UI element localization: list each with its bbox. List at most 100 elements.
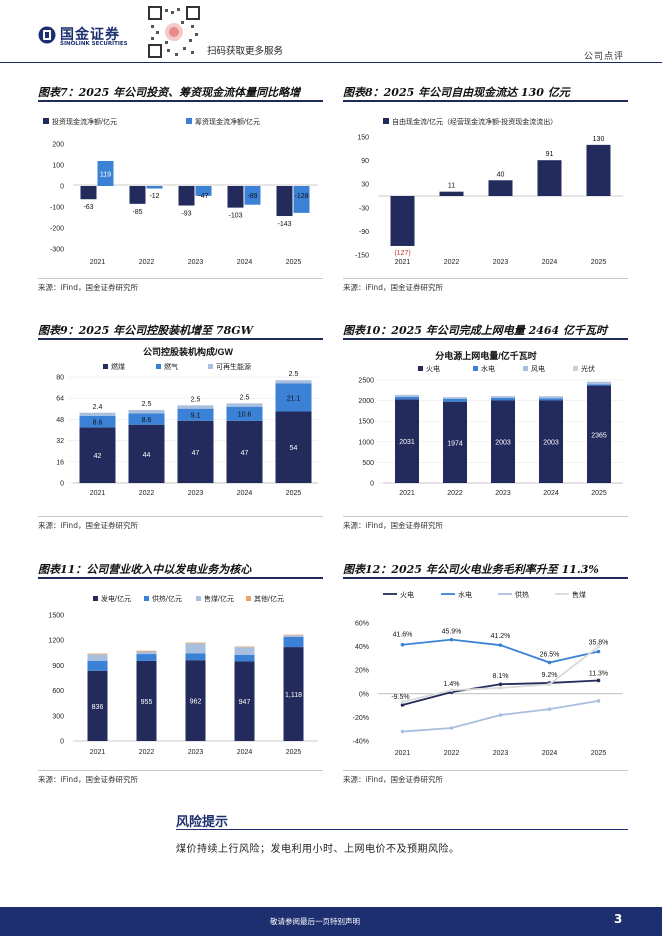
fig8-bar [390, 196, 415, 246]
fig9-bar-segment [177, 420, 214, 483]
fig7-x-tick: 2023 [188, 259, 204, 266]
figure-9-title: 图表9：2025 年公司控股装机增至 78GW [38, 324, 253, 337]
risk-heading: 风险提示 [176, 815, 229, 830]
fig11-bar-segment [136, 660, 157, 741]
fig12-point [547, 660, 552, 665]
fig12-data-label: 1.4% [444, 681, 460, 688]
figure-11-title: 图表11：公司营业收入中以发电业务为核心 [38, 563, 252, 576]
fig12-point [400, 700, 405, 704]
figure-11-source-rule [38, 770, 323, 771]
fig11-y-tick: 900 [52, 663, 64, 670]
fig8-x-tick: 2021 [395, 259, 411, 266]
qr-code[interactable] [147, 5, 201, 59]
fig9-data-label: 21.1 [287, 395, 301, 402]
fig12-data-label: 11.3% [589, 670, 608, 677]
fig9-legend-swatch [103, 364, 108, 369]
fig7-y-tick: -100 [50, 205, 64, 212]
figure-7-source-rule [38, 278, 323, 279]
page-number: 3 [614, 912, 623, 926]
fig7-x-tick: 2021 [90, 259, 106, 266]
figure-7-chart: 投资现金流净额/亿元 筹资现金流净额/亿元 200 100 0 -100 -200 -30… [43, 117, 318, 266]
figure-9-rule [38, 338, 323, 340]
fig10-legend-swatch [523, 366, 528, 371]
fig7-legend-swatch-0 [43, 118, 49, 124]
figure-9-source: 来源：iFind，国金证券研究所 [38, 521, 138, 530]
fig9-data-label: 2.5 [240, 394, 250, 401]
figure-8-rule [343, 100, 628, 102]
fig10-y-tick: 2500 [358, 378, 374, 385]
figure-9-chart: 公司控股装机构成/GW 燃煤 燃气 可再生能源 80 64 48 32 16 0 42 8.6 2… [56, 346, 318, 497]
fig11-data-label: 1,118 [285, 692, 302, 699]
fig11-legend-swatch [144, 596, 149, 601]
fig9-y-tick: 48 [56, 417, 64, 424]
fig8-bar [586, 144, 611, 196]
fig10-bar-segment [395, 394, 419, 397]
fig7-bar [227, 186, 244, 208]
fig12-point [498, 686, 503, 690]
fig9-legend-label: 燃煤 [111, 362, 125, 371]
fig12-data-label: 41.6% [393, 632, 413, 639]
fig12-x-tick: 2025 [591, 750, 607, 757]
fig7-data-label: -85 [132, 209, 142, 216]
header-rule [0, 62, 662, 63]
fig12-point [596, 649, 601, 654]
fig9-bar-segment [226, 406, 263, 421]
fig10-legend-label: 火电 [426, 364, 440, 373]
fig12-point [498, 682, 503, 687]
fig12-point [596, 644, 601, 649]
fig8-bar [537, 160, 562, 196]
fig7-x-tick: 2024 [237, 259, 253, 266]
figure-10-chart: 分电源上网电量/亿千瓦时 火电 水电 风电 光伏 2500 2000 1500 1000 50… [358, 350, 623, 497]
fig10-data-label: 2365 [591, 432, 607, 439]
fig11-legend-swatch [246, 596, 251, 601]
figure-11-chart: 发电/亿元 供热/亿元 售煤/亿元 其他/亿元 150012009006003000 … [48, 594, 318, 756]
fig9-bar-segment [79, 415, 116, 428]
fig9-bar-segment [79, 412, 116, 416]
fig11-x-tick: 2024 [237, 749, 253, 756]
fig10-legend-label: 风电 [531, 364, 545, 373]
fig9-bar-segment [128, 413, 165, 425]
fig8-y-tick: 150 [357, 135, 369, 142]
fig12-data-label: 41.2% [491, 633, 511, 640]
fig11-legend-label: 发电/亿元 [101, 594, 131, 603]
fig8-data-label: 91 [546, 151, 554, 158]
fig12-x-tick: 2023 [493, 750, 509, 757]
fig8-data-label: 40 [497, 171, 505, 178]
fig7-y-tick: 100 [52, 163, 64, 170]
fig7-data-label: -63 [83, 204, 93, 211]
fig12-point [547, 707, 552, 711]
fig10-y-tick: 1000 [358, 439, 374, 446]
fig10-data-label: 1974 [447, 440, 463, 447]
figure-8-title: 图表8：2025 年公司自由现金流达 130 亿元 [343, 86, 570, 99]
qr-caption: 扫码获取更多服务 [207, 46, 284, 57]
fig7-data-label: -47 [198, 193, 208, 200]
fig9-legend-swatch [208, 364, 213, 369]
fig7-bar [178, 186, 195, 206]
fig11-data-label: 955 [141, 699, 153, 706]
fig8-y-tick: 90 [361, 158, 369, 165]
fig11-bar-segment [185, 642, 206, 644]
fig9-x-tick: 2021 [90, 490, 106, 497]
doc-type: 公司点评 [584, 52, 625, 62]
fig10-data-label: 2003 [543, 440, 559, 447]
fig8-bar [488, 180, 513, 196]
fig7-data-label: -103 [228, 213, 242, 220]
fig8-y-tick: -30 [359, 205, 369, 212]
fig9-data-label: 44 [143, 452, 151, 459]
brand-name-cn: 国金证券 [60, 27, 120, 43]
fig9-data-label: 47 [192, 450, 200, 457]
fig9-legend-swatch [156, 364, 161, 369]
figure-12-source: 来源：iFind，国金证券研究所 [343, 775, 443, 784]
fig12-data-label: 26.5% [540, 652, 560, 659]
risk-text: 煤价持续上行风险；发电利用小时、上网电价不及预期风险。 [176, 844, 460, 855]
fig9-data-label: 54 [290, 445, 298, 452]
fig11-bar-segment [234, 661, 255, 741]
fig9-x-tick: 2022 [139, 490, 155, 497]
fig12-legend-label: 供热 [515, 590, 529, 599]
fig10-legend-swatch [418, 366, 423, 371]
fig9-data-label: 9.1 [191, 413, 201, 420]
figure-7-source: 来源：iFind，国金证券研究所 [38, 283, 138, 292]
fig10-bar-segment [587, 384, 611, 386]
fig7-data-label: -128 [294, 193, 308, 200]
fig12-point [498, 713, 503, 717]
